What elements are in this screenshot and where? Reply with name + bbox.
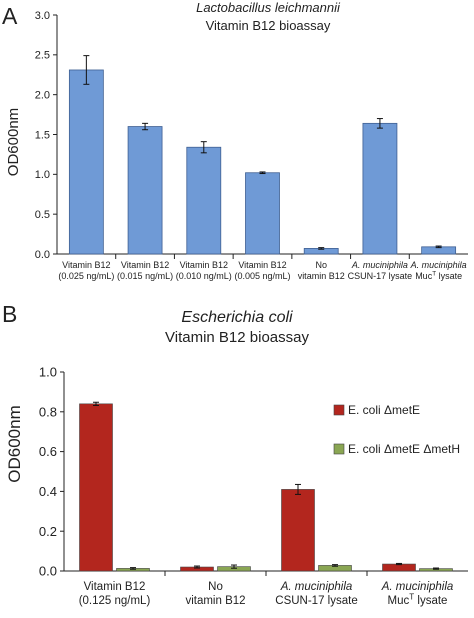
legend-swatch bbox=[333, 404, 345, 416]
legend-swatch bbox=[333, 443, 345, 455]
x-tick-label: Vitamin B12 (0.025 ng/mL) bbox=[58, 260, 114, 281]
panel-b-legend: E. coli ΔmetE E. coli ΔmetE ΔmetH bbox=[333, 403, 460, 456]
y-tick-label: 0.6 bbox=[39, 444, 57, 459]
panel-b-chart: B Escherichia coli Vitamin B12 bioassay … bbox=[2, 301, 468, 607]
error-bar bbox=[231, 564, 237, 569]
y-tick-label: 0.5 bbox=[35, 209, 50, 221]
panel-a-bars bbox=[68, 55, 457, 255]
y-tick-label: 2.5 bbox=[35, 50, 50, 62]
bar bbox=[245, 172, 280, 255]
error-bar bbox=[435, 245, 442, 249]
bar bbox=[79, 403, 113, 572]
error-bar bbox=[194, 565, 200, 569]
panel-b-x-tick-labels: Vitamin B12 (0.125 ng/mL) No vitamin B12 A. … bbox=[79, 571, 454, 607]
panel-b-y-axis-label: OD600nm bbox=[5, 405, 24, 482]
panel-a-title: Lactobacillus leichmannii bbox=[196, 0, 341, 15]
y-tick-label: 3.0 bbox=[35, 10, 50, 22]
error-bar bbox=[142, 122, 149, 131]
legend-entry: E. coli ΔmetE bbox=[348, 403, 420, 417]
error-bar bbox=[376, 118, 383, 129]
error-bar bbox=[93, 401, 99, 406]
panel-a-subtitle: Vitamin B12 bioassay bbox=[206, 18, 331, 33]
error-bar bbox=[83, 55, 90, 85]
x-tick-label: Vitamin B12 (0.005 ng/mL) bbox=[234, 260, 290, 281]
x-tick-label: Vitamin B12 (0.015 ng/mL) bbox=[117, 260, 173, 281]
panel-b-label: B bbox=[2, 301, 17, 327]
error-bar bbox=[433, 567, 439, 570]
x-tick-label: No vitamin B12 bbox=[185, 581, 245, 607]
bar bbox=[281, 489, 315, 572]
error-bar bbox=[295, 483, 301, 495]
y-tick-label: 2.0 bbox=[35, 90, 50, 102]
x-tick-label: A. muciniphila MucT lysate bbox=[381, 581, 454, 607]
panel-b-subtitle: Vitamin B12 bioassay bbox=[165, 329, 309, 346]
panel-b-bars bbox=[79, 401, 453, 572]
x-tick-label: Vitamin B12 (0.125 ng/mL) bbox=[79, 581, 151, 607]
panel-a-x-tick-labels: Vitamin B12 (0.025 ng/mL)Vitamin B12 (0.01… bbox=[58, 254, 467, 281]
error-bar bbox=[332, 564, 338, 567]
y-tick-label: 0.4 bbox=[39, 484, 57, 499]
error-bar bbox=[396, 562, 402, 566]
x-tick-label: A. muciniphila CSUN-17 lysate bbox=[275, 581, 357, 607]
error-bar bbox=[200, 141, 207, 154]
y-tick-label: 0.8 bbox=[39, 404, 57, 419]
x-tick-label: A. muciniphila CSUN-17 lysate bbox=[348, 260, 413, 281]
x-tick-label: No vitamin B12 bbox=[298, 260, 345, 281]
y-tick-label: 1.0 bbox=[35, 169, 50, 181]
y-tick-label: 1.5 bbox=[35, 129, 50, 141]
panel-a-axes: 0.0 0.5 1.0 1.5 2.0 2.5 3.0 bbox=[35, 10, 468, 261]
error-bar bbox=[318, 247, 325, 250]
error-bar bbox=[259, 171, 266, 175]
panel-a-label: A bbox=[2, 3, 18, 29]
panel-a-chart: A Lactobacillus leichmannii Vitamin B12 … bbox=[2, 0, 468, 281]
x-tick-label: A. muciniphila MucT lysate bbox=[410, 260, 467, 281]
x-tick-label: Vitamin B12 (0.010 ng/mL) bbox=[176, 260, 232, 281]
y-tick-label: 0.2 bbox=[39, 524, 57, 539]
y-tick-label: 0.0 bbox=[35, 249, 50, 261]
bar bbox=[186, 146, 222, 255]
y-tick-label: 1.0 bbox=[39, 365, 57, 380]
panel-b-title: Escherichia coli bbox=[181, 309, 293, 326]
legend-entry: E. coli ΔmetE ΔmetH bbox=[348, 442, 460, 456]
error-bar bbox=[130, 567, 136, 570]
bar bbox=[362, 122, 398, 255]
bar bbox=[127, 126, 163, 255]
bar bbox=[68, 69, 104, 255]
panel-a-y-axis-label: OD600nm bbox=[5, 108, 22, 176]
y-tick-label: 0.0 bbox=[39, 564, 57, 579]
